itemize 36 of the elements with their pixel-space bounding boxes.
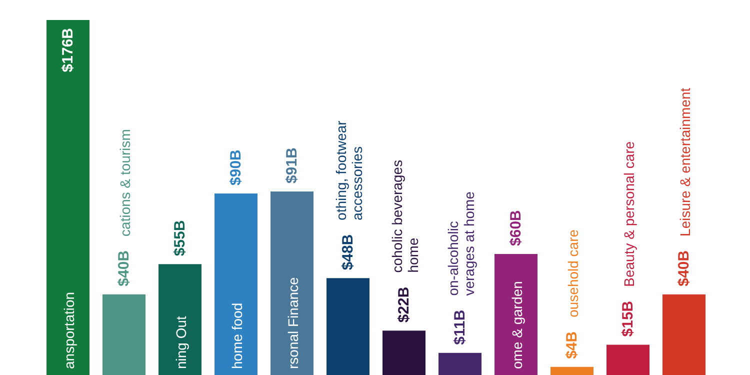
x-tick-label: Leisure & entertainment: [677, 88, 693, 236]
data-label: $4B: [564, 331, 580, 359]
bar: [326, 278, 370, 375]
x-tick-label: ome & garden: [509, 281, 525, 369]
data-label: $55B: [172, 220, 188, 256]
data-label: $91B: [284, 147, 300, 184]
bar: [550, 366, 594, 375]
bar: [46, 20, 90, 375]
data-label: $15B: [620, 300, 636, 337]
bar: [102, 294, 146, 375]
data-label: $60B: [508, 210, 524, 246]
bar: [158, 264, 202, 375]
x-tick-label: ansportation: [61, 292, 77, 369]
bar: [494, 254, 538, 375]
data-label: $48B: [340, 234, 356, 270]
x-tick-label: home food: [229, 302, 245, 369]
x-tick-label: othing, footwear accessories: [333, 120, 365, 220]
bar: [382, 330, 426, 375]
data-label: $11B: [452, 310, 468, 345]
bar: [662, 294, 706, 375]
x-tick-label: ousehold care: [565, 229, 581, 318]
data-label: $176B: [60, 28, 76, 72]
data-label: $90B: [228, 149, 244, 186]
bar: [270, 191, 314, 375]
bar: [214, 193, 258, 375]
x-tick-label: coholic beverages home: [389, 160, 421, 273]
x-tick-label: ning Out: [173, 316, 189, 369]
bar: [438, 352, 482, 375]
bar: [606, 344, 650, 375]
x-tick-label: Beauty & personal care: [621, 141, 637, 287]
data-label: $22B: [396, 286, 412, 323]
data-label: $40B: [676, 250, 692, 286]
x-tick-label: cations & tourism: [117, 129, 133, 236]
data-label: $40B: [116, 250, 132, 286]
x-tick-label: on-alcoholic verages at home: [445, 191, 477, 296]
x-tick-label: rsonal Finance: [285, 276, 301, 369]
